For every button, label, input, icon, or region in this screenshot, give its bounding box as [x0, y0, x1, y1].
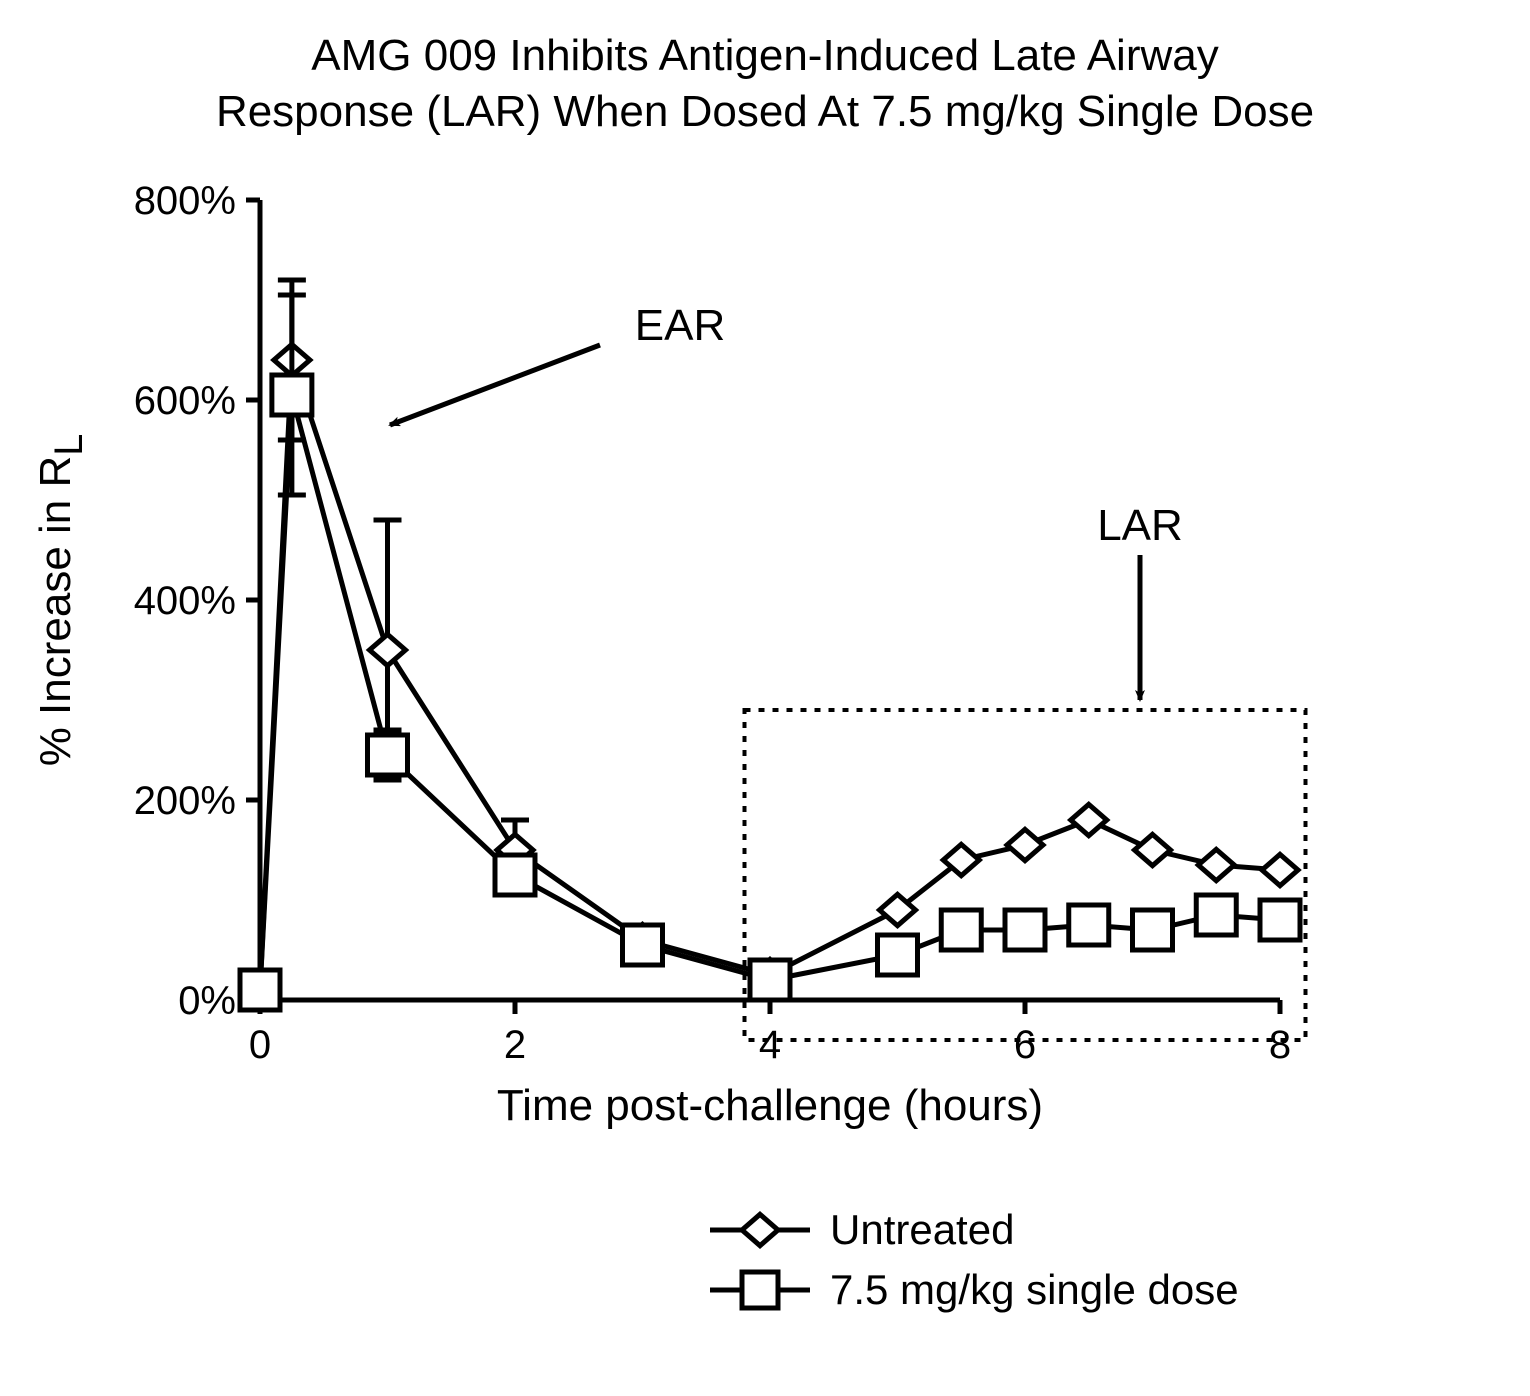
y-tick-label: 400% — [134, 579, 236, 623]
x-tick-label: 8 — [1269, 1023, 1291, 1067]
x-axis-label: Time post-challenge (hours) — [497, 1081, 1043, 1130]
chart-title-line: Response (LAR) When Dosed At 7.5 mg/kg S… — [216, 87, 1314, 136]
chart-svg: AMG 009 Inhibits Antigen-Induced Late Ai… — [0, 0, 1530, 1396]
x-tick-label: 6 — [1014, 1023, 1036, 1067]
ear-annotation-label: EAR — [635, 301, 725, 350]
x-tick-label: 0 — [249, 1023, 271, 1067]
legend-label: Untreated — [830, 1206, 1014, 1253]
lar-annotation-label: LAR — [1097, 501, 1183, 550]
x-tick-label: 2 — [504, 1023, 526, 1067]
legend-label: 7.5 mg/kg single dose — [830, 1266, 1239, 1313]
y-tick-label: 200% — [134, 779, 236, 823]
y-tick-label: 800% — [134, 179, 236, 223]
x-tick-label: 4 — [759, 1023, 781, 1067]
y-tick-label: 0% — [178, 979, 236, 1023]
chart-title-line: AMG 009 Inhibits Antigen-Induced Late Ai… — [311, 31, 1218, 80]
y-tick-label: 600% — [134, 379, 236, 423]
